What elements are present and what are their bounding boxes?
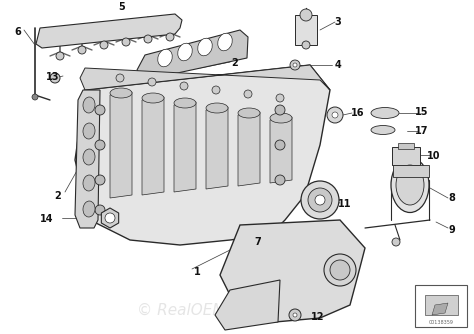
Text: 8: 8 — [448, 193, 456, 203]
Ellipse shape — [324, 254, 356, 286]
Polygon shape — [36, 14, 182, 48]
Circle shape — [275, 140, 285, 150]
Polygon shape — [215, 280, 280, 330]
Circle shape — [276, 94, 284, 102]
Circle shape — [332, 112, 338, 118]
Ellipse shape — [206, 103, 228, 113]
Text: 12: 12 — [311, 312, 325, 322]
Bar — [398, 143, 414, 149]
Circle shape — [293, 63, 297, 67]
Text: 3: 3 — [335, 17, 341, 27]
Ellipse shape — [178, 43, 192, 61]
Polygon shape — [75, 65, 330, 245]
Circle shape — [289, 309, 301, 321]
Ellipse shape — [83, 149, 95, 165]
Polygon shape — [101, 208, 118, 228]
Circle shape — [95, 140, 105, 150]
Text: 10: 10 — [427, 151, 441, 161]
Circle shape — [144, 35, 152, 43]
Text: 6: 6 — [15, 27, 21, 37]
Ellipse shape — [83, 123, 95, 139]
Ellipse shape — [83, 97, 95, 113]
Circle shape — [290, 60, 300, 70]
Circle shape — [32, 94, 38, 100]
Circle shape — [78, 46, 86, 54]
Ellipse shape — [238, 108, 260, 118]
Polygon shape — [238, 112, 260, 186]
Text: © RealOEM.com: © RealOEM.com — [137, 303, 263, 318]
Text: 1: 1 — [193, 267, 201, 277]
Circle shape — [105, 213, 115, 223]
Polygon shape — [174, 102, 196, 192]
Ellipse shape — [142, 93, 164, 103]
Polygon shape — [220, 220, 365, 322]
Polygon shape — [432, 303, 448, 315]
Polygon shape — [137, 30, 248, 80]
Ellipse shape — [330, 260, 350, 280]
Polygon shape — [206, 107, 228, 189]
Circle shape — [100, 41, 108, 49]
Ellipse shape — [371, 108, 399, 119]
Text: 13: 13 — [46, 72, 60, 82]
Polygon shape — [425, 295, 458, 315]
Circle shape — [275, 105, 285, 115]
Circle shape — [275, 175, 285, 185]
Ellipse shape — [218, 33, 232, 51]
Circle shape — [50, 73, 60, 83]
Bar — [295, 15, 317, 45]
Circle shape — [95, 205, 105, 215]
Circle shape — [302, 41, 310, 49]
Circle shape — [392, 238, 400, 246]
Ellipse shape — [83, 175, 95, 191]
Text: 16: 16 — [351, 108, 365, 118]
Circle shape — [148, 78, 156, 86]
Polygon shape — [142, 97, 164, 195]
Ellipse shape — [158, 49, 172, 67]
Polygon shape — [110, 92, 132, 198]
Circle shape — [244, 90, 252, 98]
Circle shape — [212, 86, 220, 94]
Text: 9: 9 — [448, 225, 456, 235]
Circle shape — [56, 52, 64, 60]
Ellipse shape — [396, 165, 424, 205]
Text: 7: 7 — [255, 237, 261, 247]
Polygon shape — [270, 117, 292, 183]
Bar — [415, 285, 467, 327]
Circle shape — [180, 82, 188, 90]
Circle shape — [116, 74, 124, 82]
Circle shape — [166, 33, 174, 41]
Text: 00138359: 00138359 — [428, 320, 454, 325]
Ellipse shape — [391, 158, 429, 212]
Bar — [393, 165, 429, 177]
Circle shape — [293, 313, 297, 317]
Text: 2: 2 — [55, 191, 61, 201]
Text: 11: 11 — [338, 199, 352, 209]
Circle shape — [95, 175, 105, 185]
Ellipse shape — [371, 126, 395, 135]
Text: 17: 17 — [415, 126, 429, 136]
Text: 5: 5 — [118, 2, 126, 12]
Text: 14: 14 — [40, 214, 54, 224]
Circle shape — [327, 107, 343, 123]
Text: 2: 2 — [232, 58, 238, 68]
Circle shape — [122, 38, 130, 46]
Polygon shape — [80, 65, 330, 90]
Ellipse shape — [270, 113, 292, 123]
Ellipse shape — [110, 88, 132, 98]
Text: 4: 4 — [335, 60, 341, 70]
Ellipse shape — [83, 201, 95, 217]
Polygon shape — [75, 90, 100, 228]
Ellipse shape — [315, 195, 325, 205]
Bar — [392, 147, 420, 165]
Ellipse shape — [301, 181, 339, 219]
Text: 15: 15 — [415, 107, 429, 117]
Circle shape — [300, 9, 312, 21]
Circle shape — [95, 105, 105, 115]
Ellipse shape — [308, 188, 332, 212]
Ellipse shape — [174, 98, 196, 108]
Ellipse shape — [198, 38, 212, 56]
